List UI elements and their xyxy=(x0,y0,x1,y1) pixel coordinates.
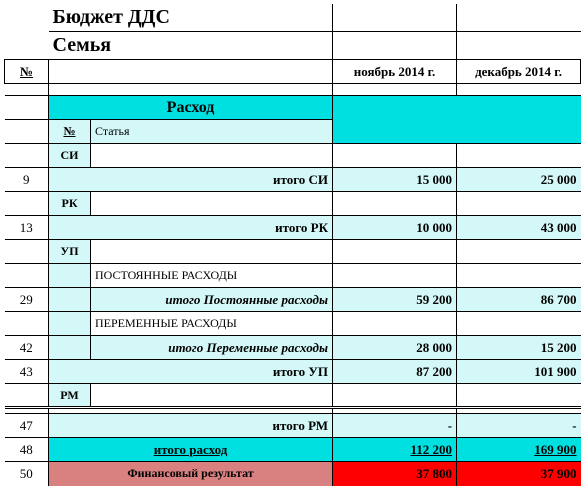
blank xyxy=(49,312,91,336)
val-43-1: 87 200 xyxy=(333,360,457,384)
label-48: итого расход xyxy=(49,438,333,462)
val-47-1: - xyxy=(333,414,457,438)
rownum-42: 42 xyxy=(5,336,49,360)
val-42-1: 28 000 xyxy=(333,336,457,360)
blank xyxy=(91,240,333,264)
blank xyxy=(49,84,333,96)
blank xyxy=(457,264,581,288)
blank xyxy=(333,96,581,144)
header-month2: декабрь 2014 г. xyxy=(457,60,581,84)
val-48-1: 112 200 xyxy=(333,438,457,462)
blank xyxy=(5,264,49,288)
val-50-2: 37 900 xyxy=(457,462,581,486)
blank xyxy=(333,4,457,32)
var-label: ПЕРЕМЕННЫЕ РАСХОДЫ xyxy=(91,312,333,336)
blank xyxy=(333,264,457,288)
blank xyxy=(457,4,581,32)
val-47-2: - xyxy=(457,414,581,438)
blank xyxy=(5,96,49,120)
title-1: Бюджет ДДС xyxy=(49,4,333,32)
blank xyxy=(5,240,49,264)
val-9-1: 15 000 xyxy=(333,168,457,192)
label-9: итого СИ xyxy=(49,168,333,192)
expense-header: Расход xyxy=(49,96,333,120)
blank xyxy=(5,192,49,216)
code-rk: РК xyxy=(49,192,91,216)
label-29: итого Постоянные расходы xyxy=(91,288,333,312)
val-13-2: 43 000 xyxy=(457,216,581,240)
blank xyxy=(91,144,333,168)
code-up: УП xyxy=(49,240,91,264)
rownum-29: 29 xyxy=(5,288,49,312)
label-47: итого РМ xyxy=(49,414,333,438)
blank xyxy=(5,144,49,168)
budget-table: Бюджет ДДС Семья № ноябрь 2014 г. декабр… xyxy=(4,4,581,486)
blank xyxy=(49,288,91,312)
blank xyxy=(457,192,581,216)
title-2: Семья xyxy=(49,32,333,60)
blank xyxy=(333,32,457,60)
sub-article: Статья xyxy=(91,120,333,144)
val-43-2: 101 900 xyxy=(457,360,581,384)
blank xyxy=(457,32,581,60)
label-43: итого УП xyxy=(49,360,333,384)
rownum-13: 13 xyxy=(5,216,49,240)
code-si: СИ xyxy=(49,144,91,168)
blank xyxy=(5,312,49,336)
blank xyxy=(457,240,581,264)
val-9-2: 25 000 xyxy=(457,168,581,192)
val-29-2: 86 700 xyxy=(457,288,581,312)
label-13: итого РК xyxy=(49,216,333,240)
blank xyxy=(5,84,49,96)
blank xyxy=(457,144,581,168)
header-month1: ноябрь 2014 г. xyxy=(333,60,457,84)
blank xyxy=(91,384,333,408)
label-42: итого Переменные расходы xyxy=(91,336,333,360)
val-50-1: 37 800 xyxy=(333,462,457,486)
val-48-2: 169 900 xyxy=(457,438,581,462)
blank xyxy=(5,384,49,408)
blank xyxy=(457,312,581,336)
blank xyxy=(5,32,49,60)
sub-num: № xyxy=(49,120,91,144)
blank xyxy=(333,312,457,336)
blank xyxy=(457,84,581,96)
code-rm: РМ xyxy=(49,384,91,408)
blank xyxy=(333,240,457,264)
val-29-1: 59 200 xyxy=(333,288,457,312)
rownum-47: 47 xyxy=(5,414,49,438)
blank xyxy=(49,336,91,360)
rownum-48: 48 xyxy=(5,438,49,462)
header-num: № xyxy=(5,60,49,84)
blank xyxy=(333,144,457,168)
blank xyxy=(91,192,333,216)
blank xyxy=(49,60,333,84)
val-13-1: 10 000 xyxy=(333,216,457,240)
blank xyxy=(5,4,49,32)
rownum-43: 43 xyxy=(5,360,49,384)
const-label: ПОСТОЯННЫЕ РАСХОДЫ xyxy=(91,264,333,288)
blank xyxy=(333,84,457,96)
blank xyxy=(5,120,49,144)
blank xyxy=(333,384,457,408)
label-50: Финансовый результат xyxy=(49,462,333,486)
rownum-9: 9 xyxy=(5,168,49,192)
blank xyxy=(49,264,91,288)
blank xyxy=(457,384,581,408)
rownum-50: 50 xyxy=(5,462,49,486)
val-42-2: 15 200 xyxy=(457,336,581,360)
blank xyxy=(333,192,457,216)
